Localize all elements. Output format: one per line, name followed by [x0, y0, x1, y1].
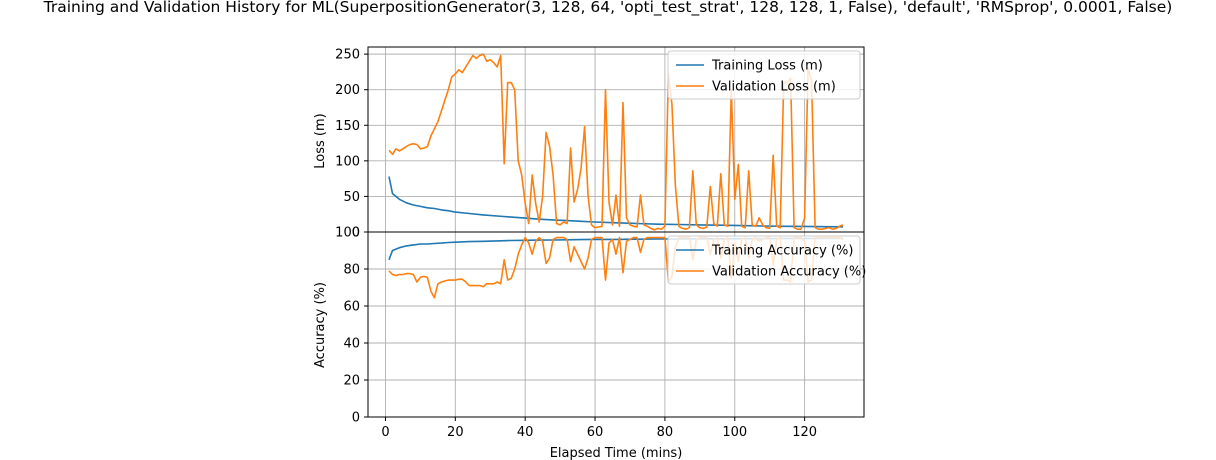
- loss-y-tick-label: 250: [335, 48, 360, 63]
- loss-legend-label: Training Loss (m): [711, 59, 823, 74]
- accuracy-y-tick-label: 20: [343, 374, 360, 389]
- x-tick-label: 20: [447, 425, 464, 440]
- x-tick-label: 60: [587, 425, 604, 440]
- x-tick-label: 100: [722, 425, 747, 440]
- x-tick-label: 40: [517, 425, 534, 440]
- accuracy-legend-box: [667, 235, 861, 285]
- accuracy-legend-label: Validation Accuracy (%): [712, 265, 866, 280]
- loss-y-axis-label: Loss (m): [313, 113, 328, 168]
- accuracy-y-tick-label: 0: [352, 411, 360, 426]
- accuracy-y-tick-label: 100: [335, 226, 360, 241]
- x-tick-label: 80: [657, 425, 674, 440]
- loss-y-tick-label: 50: [343, 190, 360, 205]
- loss-y-tick-label: 100: [335, 154, 360, 169]
- loss-y-tick-label: 200: [335, 83, 360, 98]
- accuracy-y-tick-label: 80: [343, 263, 360, 278]
- loss-panel: 0 50 100 150 200 250 Training Loss (m) Validati…: [335, 46, 865, 241]
- accuracy-legend: Training Accuracy (%) Validation Accuracy…: [667, 235, 866, 285]
- loss-legend-label: Validation Loss (m): [712, 80, 836, 95]
- accuracy-legend-label: Training Accuracy (%): [711, 244, 853, 259]
- loss-legend-box: [667, 50, 861, 100]
- accuracy-y-tick-label: 60: [343, 300, 360, 315]
- x-tick-label: 0: [381, 425, 389, 440]
- accuracy-panel: 0 20 40 60 80 100 Training Accuracy (%) Validat…: [335, 226, 866, 441]
- loss-series-line-validation: [388, 53, 844, 231]
- chart-title: Training and Validation History for ML(S…: [43, 0, 1173, 17]
- x-axis-label: Elapsed Time (mins): [550, 446, 683, 460]
- accuracy-y-axis-label: Accuracy (%): [313, 282, 328, 368]
- loss-y-tick-label: 150: [335, 119, 360, 134]
- loss-y-tick-label: 0: [352, 226, 360, 241]
- accuracy-y-tick-label: 40: [343, 337, 360, 352]
- loss-legend: Training Loss (m) Validation Loss (m): [667, 50, 861, 100]
- accuracy-axes-frame: [367, 231, 865, 418]
- x-tick-label: 120: [792, 425, 817, 440]
